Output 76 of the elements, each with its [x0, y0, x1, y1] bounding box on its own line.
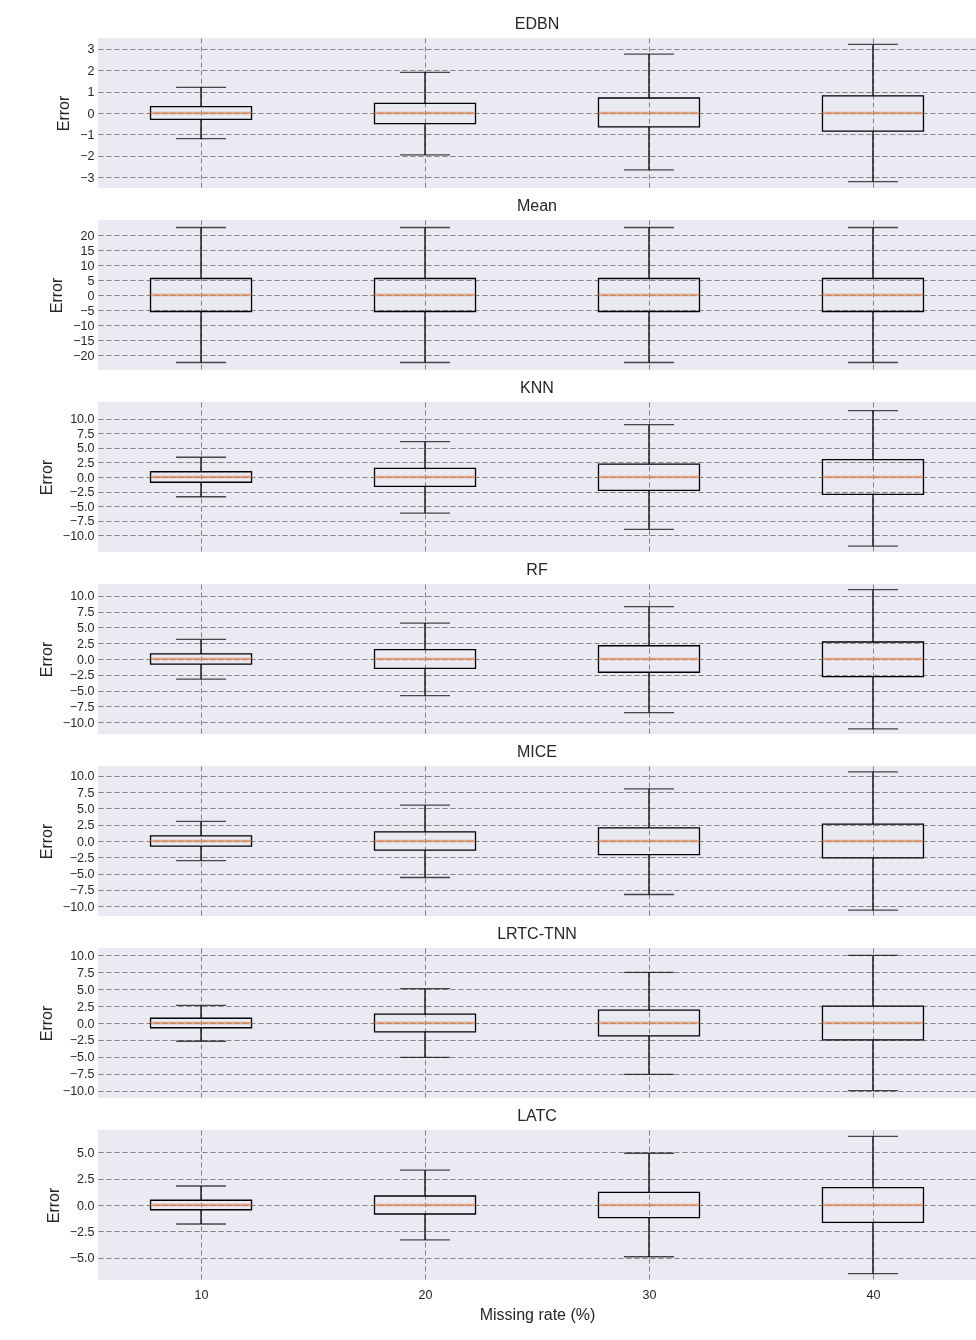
y-tick-label: 0 — [87, 288, 95, 303]
y-tick-label: −3 — [80, 170, 95, 185]
chart-title: LRTC-TNN — [497, 925, 577, 942]
y-tick-label: −5.0 — [69, 499, 95, 514]
y-tick-label: −7.5 — [69, 699, 95, 714]
y-tick-label: −2 — [80, 149, 95, 164]
y-axis-title: Error — [44, 1187, 62, 1224]
chart-title: MICE — [517, 743, 557, 760]
y-tick-label: 5.0 — [77, 801, 95, 816]
y-tick-label: 7.5 — [77, 426, 95, 441]
y-tick-label: −20 — [73, 348, 95, 363]
y-tick-label: −1 — [80, 127, 95, 142]
y-axis-title: Error — [37, 459, 55, 496]
y-tick-label: −2.5 — [69, 485, 95, 500]
y-tick-label: 10.0 — [70, 412, 95, 427]
y-tick-label: −10.0 — [62, 528, 95, 543]
y-tick-label: −7.5 — [69, 883, 95, 898]
y-tick-label: −10.0 — [62, 1084, 95, 1099]
y-tick-label: −5.0 — [69, 867, 95, 882]
y-tick-label: −7.5 — [69, 1067, 95, 1082]
y-tick-label: −5.0 — [69, 1050, 95, 1065]
y-tick-label: 2 — [87, 63, 95, 78]
y-tick-label: 1 — [87, 85, 95, 100]
y-tick-label: 2.5 — [77, 999, 95, 1014]
y-tick-label: 2.5 — [77, 455, 95, 470]
chart-title: EDBN — [514, 15, 560, 32]
x-tick-label: 20 — [418, 1287, 433, 1302]
y-tick-label: −5.0 — [69, 1251, 95, 1266]
y-tick-label: 10.0 — [70, 769, 95, 784]
x-tick-label: 30 — [642, 1287, 657, 1302]
y-tick-label: −15 — [73, 333, 95, 348]
y-tick-label: 5.0 — [77, 1145, 95, 1160]
y-tick-label: −2.5 — [69, 850, 95, 865]
y-tick-label: −10 — [73, 318, 95, 333]
y-axis-title: Error — [37, 641, 55, 678]
y-tick-label: 3 — [87, 42, 95, 57]
y-tick-label: 2.5 — [77, 1172, 95, 1187]
x-tick-label: 10 — [194, 1287, 209, 1302]
y-axis-title: Error — [37, 1005, 55, 1042]
y-tick-label: 2.5 — [77, 636, 95, 651]
y-tick-label: 7.5 — [77, 785, 95, 800]
y-tick-label: −2.5 — [69, 1033, 95, 1048]
y-tick-label: 7.5 — [77, 605, 95, 620]
y-tick-label: −7.5 — [69, 514, 95, 529]
y-tick-label: 5.0 — [77, 982, 95, 997]
y-tick-label: 10.0 — [70, 948, 95, 963]
y-axis-title: Error — [37, 823, 55, 860]
y-tick-label: 5.0 — [77, 620, 95, 635]
y-tick-label: 0.0 — [77, 470, 95, 485]
y-tick-label: 0.0 — [77, 834, 95, 849]
y-tick-label: 5.0 — [77, 441, 95, 456]
y-tick-label: −5 — [80, 303, 95, 318]
chart-title: RF — [526, 561, 548, 578]
y-tick-label: 2.5 — [77, 818, 95, 833]
y-tick-label: 20 — [80, 228, 95, 243]
y-tick-label: 0.0 — [77, 652, 95, 667]
chart-title: Mean — [516, 197, 558, 214]
y-tick-label: 0.0 — [77, 1198, 95, 1213]
y-tick-label: 10 — [80, 258, 95, 273]
y-tick-label: 0.0 — [77, 1016, 95, 1031]
y-tick-label: 5 — [87, 273, 95, 288]
x-axis-title: Missing rate (%) — [479, 1306, 596, 1323]
y-tick-label: 10.0 — [70, 589, 95, 604]
y-tick-label: −5.0 — [69, 684, 95, 699]
y-tick-label: 7.5 — [77, 965, 95, 980]
y-tick-label: 0 — [87, 106, 95, 121]
y-tick-label: −10.0 — [62, 715, 95, 730]
y-tick-label: −2.5 — [69, 668, 95, 683]
y-axis-title: Error — [55, 95, 73, 132]
chart-title: LATC — [517, 1107, 557, 1124]
y-axis-title: Error — [48, 277, 66, 314]
y-tick-label: 15 — [80, 243, 95, 258]
x-tick-label: 40 — [866, 1287, 881, 1302]
y-tick-label: −10.0 — [62, 899, 95, 914]
chart-title: KNN — [520, 379, 554, 396]
y-tick-label: −2.5 — [69, 1224, 95, 1239]
